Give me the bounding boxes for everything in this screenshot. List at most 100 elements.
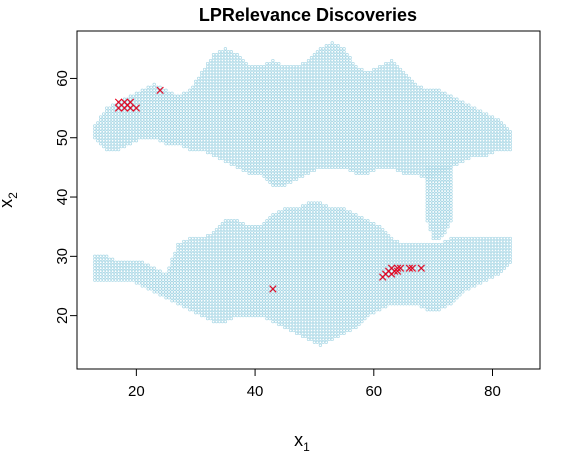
cloud-point: [473, 139, 477, 143]
cloud-point: [321, 165, 325, 170]
cloud-point: [191, 290, 195, 294]
cloud-point: [265, 64, 269, 69]
cloud-point: [232, 118, 236, 122]
cloud-point: [342, 97, 346, 101]
cloud-point: [229, 79, 233, 84]
cloud-point: [202, 257, 207, 261]
cloud-point: [333, 144, 337, 149]
cloud-point: [250, 106, 254, 110]
cloud-point: [253, 73, 257, 78]
cloud-point: [244, 124, 248, 128]
cloud-point: [268, 115, 272, 119]
cloud-point: [155, 136, 159, 140]
cloud-point: [446, 109, 450, 113]
cloud-point: [283, 64, 287, 69]
cloud-point: [354, 165, 358, 170]
cloud-point: [303, 64, 308, 69]
cloud-point: [271, 127, 275, 131]
cloud-point: [458, 150, 462, 155]
cloud-point: [99, 278, 103, 282]
cloud-point: [176, 251, 180, 256]
cloud-point: [93, 127, 97, 131]
cloud-point: [208, 236, 213, 241]
cloud-point: [164, 100, 168, 104]
cloud-point: [339, 79, 343, 84]
cloud-point: [324, 147, 328, 152]
cloud-point: [330, 165, 334, 170]
cloud-point: [300, 127, 305, 131]
cloud-point: [351, 70, 355, 75]
cloud-point: [152, 266, 156, 270]
cloud-point: [446, 156, 450, 161]
cloud-point: [297, 168, 302, 173]
cloud-point: [229, 58, 233, 63]
cloud-point: [238, 115, 242, 119]
cloud-point: [161, 115, 165, 119]
cloud-point: [185, 124, 189, 128]
cloud-point: [208, 313, 213, 318]
cloud-point: [194, 79, 198, 84]
cloud-point: [348, 97, 352, 101]
cloud-point: [220, 127, 225, 131]
cloud-point: [229, 139, 233, 143]
cloud-point: [437, 192, 441, 196]
cloud-point: [431, 124, 435, 128]
cloud-point: [271, 180, 275, 184]
cloud-point: [333, 91, 337, 95]
cloud-point: [419, 88, 423, 92]
cloud-point: [191, 272, 195, 276]
cloud-point: [191, 85, 195, 89]
cloud-point: [167, 293, 171, 297]
cloud-point: [312, 130, 317, 134]
cloud-point: [309, 153, 314, 158]
cloud-point: [360, 165, 364, 170]
cloud-point: [119, 127, 124, 131]
cloud-point: [241, 103, 245, 107]
cloud-point: [330, 53, 334, 57]
cloud-point: [211, 245, 216, 250]
cloud-point: [220, 50, 225, 54]
cloud-point: [392, 112, 397, 116]
cloud-point: [173, 112, 177, 116]
cloud-point: [131, 97, 136, 101]
cloud-point: [333, 139, 337, 143]
cloud-point: [277, 144, 281, 149]
cloud-point: [481, 130, 486, 134]
cloud-point: [220, 136, 225, 140]
cloud-point: [194, 302, 198, 306]
cloud-point: [345, 56, 349, 60]
cloud-point: [134, 278, 139, 282]
cloud-point: [375, 76, 379, 81]
cloud-point: [345, 53, 349, 57]
cloud-point: [425, 97, 429, 101]
cloud-point: [167, 284, 171, 288]
cloud-point: [185, 91, 189, 95]
cloud-point: [336, 94, 340, 98]
cloud-point: [217, 287, 222, 291]
cloud-point: [315, 97, 320, 101]
cloud-point: [289, 162, 293, 167]
cloud-point: [146, 103, 150, 107]
cloud-point: [315, 115, 320, 119]
cloud-point: [458, 130, 462, 134]
cloud-point: [336, 127, 340, 131]
cloud-point: [386, 64, 391, 69]
cloud-point: [363, 150, 367, 155]
cloud-point: [473, 153, 477, 158]
cloud-point: [333, 88, 337, 92]
cloud-point: [401, 136, 406, 140]
cloud-point: [315, 53, 320, 57]
cloud-point: [413, 168, 417, 173]
cloud-point: [232, 73, 236, 78]
cloud-point: [250, 150, 254, 155]
cloud-point: [280, 183, 284, 187]
cloud-point: [351, 142, 355, 146]
cloud-point: [110, 136, 115, 140]
cloud-point: [440, 103, 444, 107]
cloud-point: [327, 130, 331, 134]
cloud-point: [143, 94, 147, 98]
cloud-point: [434, 153, 438, 158]
cloud-point: [265, 106, 269, 110]
cloud-point: [102, 272, 106, 276]
cloud-point: [244, 70, 248, 75]
